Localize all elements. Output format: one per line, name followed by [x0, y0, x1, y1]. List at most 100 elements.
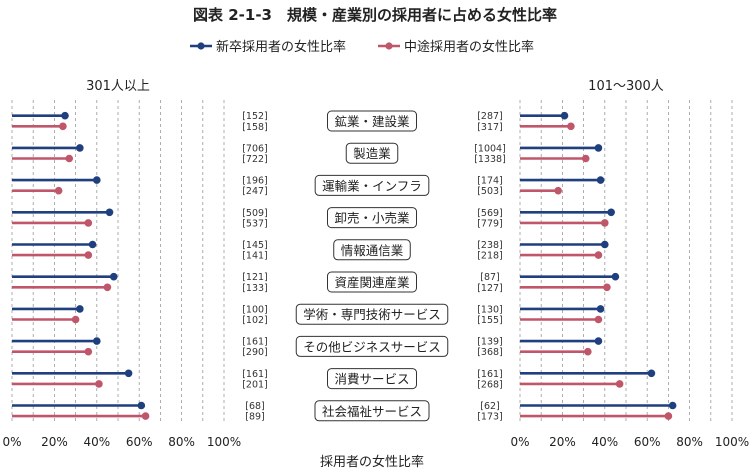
count-new-grad: [509] — [242, 208, 268, 219]
new-grad-point — [93, 337, 101, 345]
mid-career-point — [59, 122, 67, 131]
new-grad-point — [109, 272, 118, 281]
category-box — [326, 110, 418, 132]
panel-right: 0% 20% 40% 60% 80% 100% [287][317] [1004][1338]… — [474, 100, 749, 449]
count-mid-career: [1338] — [474, 154, 506, 165]
mid-career-point — [601, 219, 609, 227]
x-tick-label: 60% — [634, 435, 661, 449]
new-grad-point — [611, 272, 620, 281]
new-grad-point — [596, 305, 605, 313]
count-mid-career: [247] — [242, 186, 268, 197]
count-mid-career: [722] — [242, 154, 268, 165]
count-new-grad: [161] — [242, 369, 268, 380]
count-new-grad: [87] — [480, 272, 500, 283]
mid-career-point — [95, 380, 103, 388]
count-new-grad: [238] — [477, 240, 503, 251]
x-tick-label: 0% — [2, 435, 21, 449]
count-mid-career: [268] — [477, 379, 503, 390]
plot-layer: 0% 20% 40% 60% 80% 100% [152][158] [706][722] [1… — [2, 100, 749, 449]
category-box — [333, 239, 411, 261]
x-axis-label: 採用者の女性比率 — [320, 454, 424, 470]
new-grad-point — [594, 144, 603, 152]
category-box — [314, 174, 430, 196]
count-new-grad: [152] — [242, 111, 268, 122]
mid-career-point — [54, 186, 63, 195]
category-label: その他ビジネスサービス — [303, 339, 441, 354]
category-box — [345, 142, 399, 164]
new-grad-point — [88, 240, 97, 249]
legend: 新卒採用者の女性比率 中途採用者の女性比率 — [190, 39, 534, 55]
category-box — [295, 335, 449, 357]
category-label-group: 情報通信業 — [333, 239, 411, 261]
mid-career-point — [581, 154, 590, 163]
category-label-group: 社会福祉サービス — [314, 400, 430, 422]
category-label: 消費サービス — [334, 372, 409, 387]
count-mid-career: [218] — [477, 251, 503, 262]
category-label: 社会福祉サービス — [322, 404, 422, 419]
x-tick-label: 40% — [83, 435, 110, 449]
count-mid-career: [290] — [242, 347, 268, 358]
new-grad-point — [124, 369, 133, 378]
count-mid-career: [102] — [242, 315, 268, 326]
x-tick-label: 80% — [676, 435, 703, 449]
count-mid-career: [201] — [242, 379, 268, 390]
mid-career-point — [141, 412, 150, 420]
new-grad-point — [76, 305, 84, 313]
panel-left: 0% 20% 40% 60% 80% 100% [152][158] [706][722] [1… — [2, 100, 268, 449]
x-tick-label: 40% — [591, 435, 618, 449]
new-grad-point — [137, 401, 146, 410]
mid-career-point — [84, 347, 93, 356]
category-box — [326, 207, 418, 229]
count-new-grad: [121] — [242, 272, 268, 283]
legend-mid-career-marker — [385, 42, 393, 50]
mid-career-point — [65, 154, 74, 163]
category-label: 学術・専門技術サービス — [303, 307, 441, 322]
chart-title: 図表 2-1-3 規模・産業別の採用者に占める女性比率 — [193, 6, 557, 24]
mid-career-point — [84, 251, 93, 259]
new-grad-point — [596, 176, 605, 184]
category-label-group: 消費サービス — [326, 368, 418, 390]
category-labels: 鉱業・建設業製造業運輸業・インフラ卸売・小売業情報通信業資産関連産業学術・専門技… — [295, 110, 449, 422]
category-label: 製造業 — [353, 146, 391, 161]
count-mid-career: [537] — [242, 218, 268, 229]
category-label: 卸売・小売業 — [334, 211, 410, 226]
mid-career-point — [584, 347, 592, 356]
x-tick-label: 100% — [715, 435, 749, 449]
legend-mid-career-label: 中途採用者の女性比率 — [404, 39, 534, 55]
category-label: 資産関連産業 — [334, 275, 410, 290]
count-mid-career: [133] — [242, 283, 268, 294]
new-grad-point — [594, 337, 603, 345]
count-new-grad: [161] — [242, 337, 268, 348]
category-label-group: 鉱業・建設業 — [326, 110, 418, 132]
category-box — [295, 303, 449, 325]
mid-career-point — [615, 380, 624, 388]
x-tick-label: 20% — [549, 435, 576, 449]
count-new-grad: [706] — [242, 143, 268, 154]
mid-career-point — [594, 251, 603, 259]
count-mid-career: [89] — [245, 412, 265, 423]
mid-career-point — [603, 283, 611, 292]
mid-career-point — [71, 315, 80, 324]
count-mid-career: [173] — [477, 412, 503, 423]
new-grad-point — [601, 240, 609, 249]
category-box — [326, 271, 418, 293]
count-mid-career: [158] — [242, 122, 268, 133]
count-new-grad: [287] — [477, 111, 503, 122]
x-tick-label: 100% — [207, 435, 241, 449]
new-grad-point — [76, 144, 84, 152]
panel-right-title: 101～300人 — [588, 79, 664, 94]
count-new-grad: [145] — [242, 240, 268, 251]
count-mid-career: [779] — [477, 218, 503, 229]
count-new-grad: [130] — [477, 304, 503, 315]
count-new-grad: [100] — [242, 304, 268, 315]
category-box — [314, 400, 430, 422]
count-new-grad: [139] — [477, 337, 503, 348]
new-grad-point — [668, 401, 677, 410]
category-label: 鉱業・建設業 — [334, 114, 410, 129]
new-grad-point — [105, 208, 114, 217]
new-grad-point — [607, 208, 615, 217]
x-tick-label: 80% — [168, 435, 195, 449]
new-grad-point — [61, 111, 69, 120]
count-new-grad: [174] — [477, 176, 503, 187]
